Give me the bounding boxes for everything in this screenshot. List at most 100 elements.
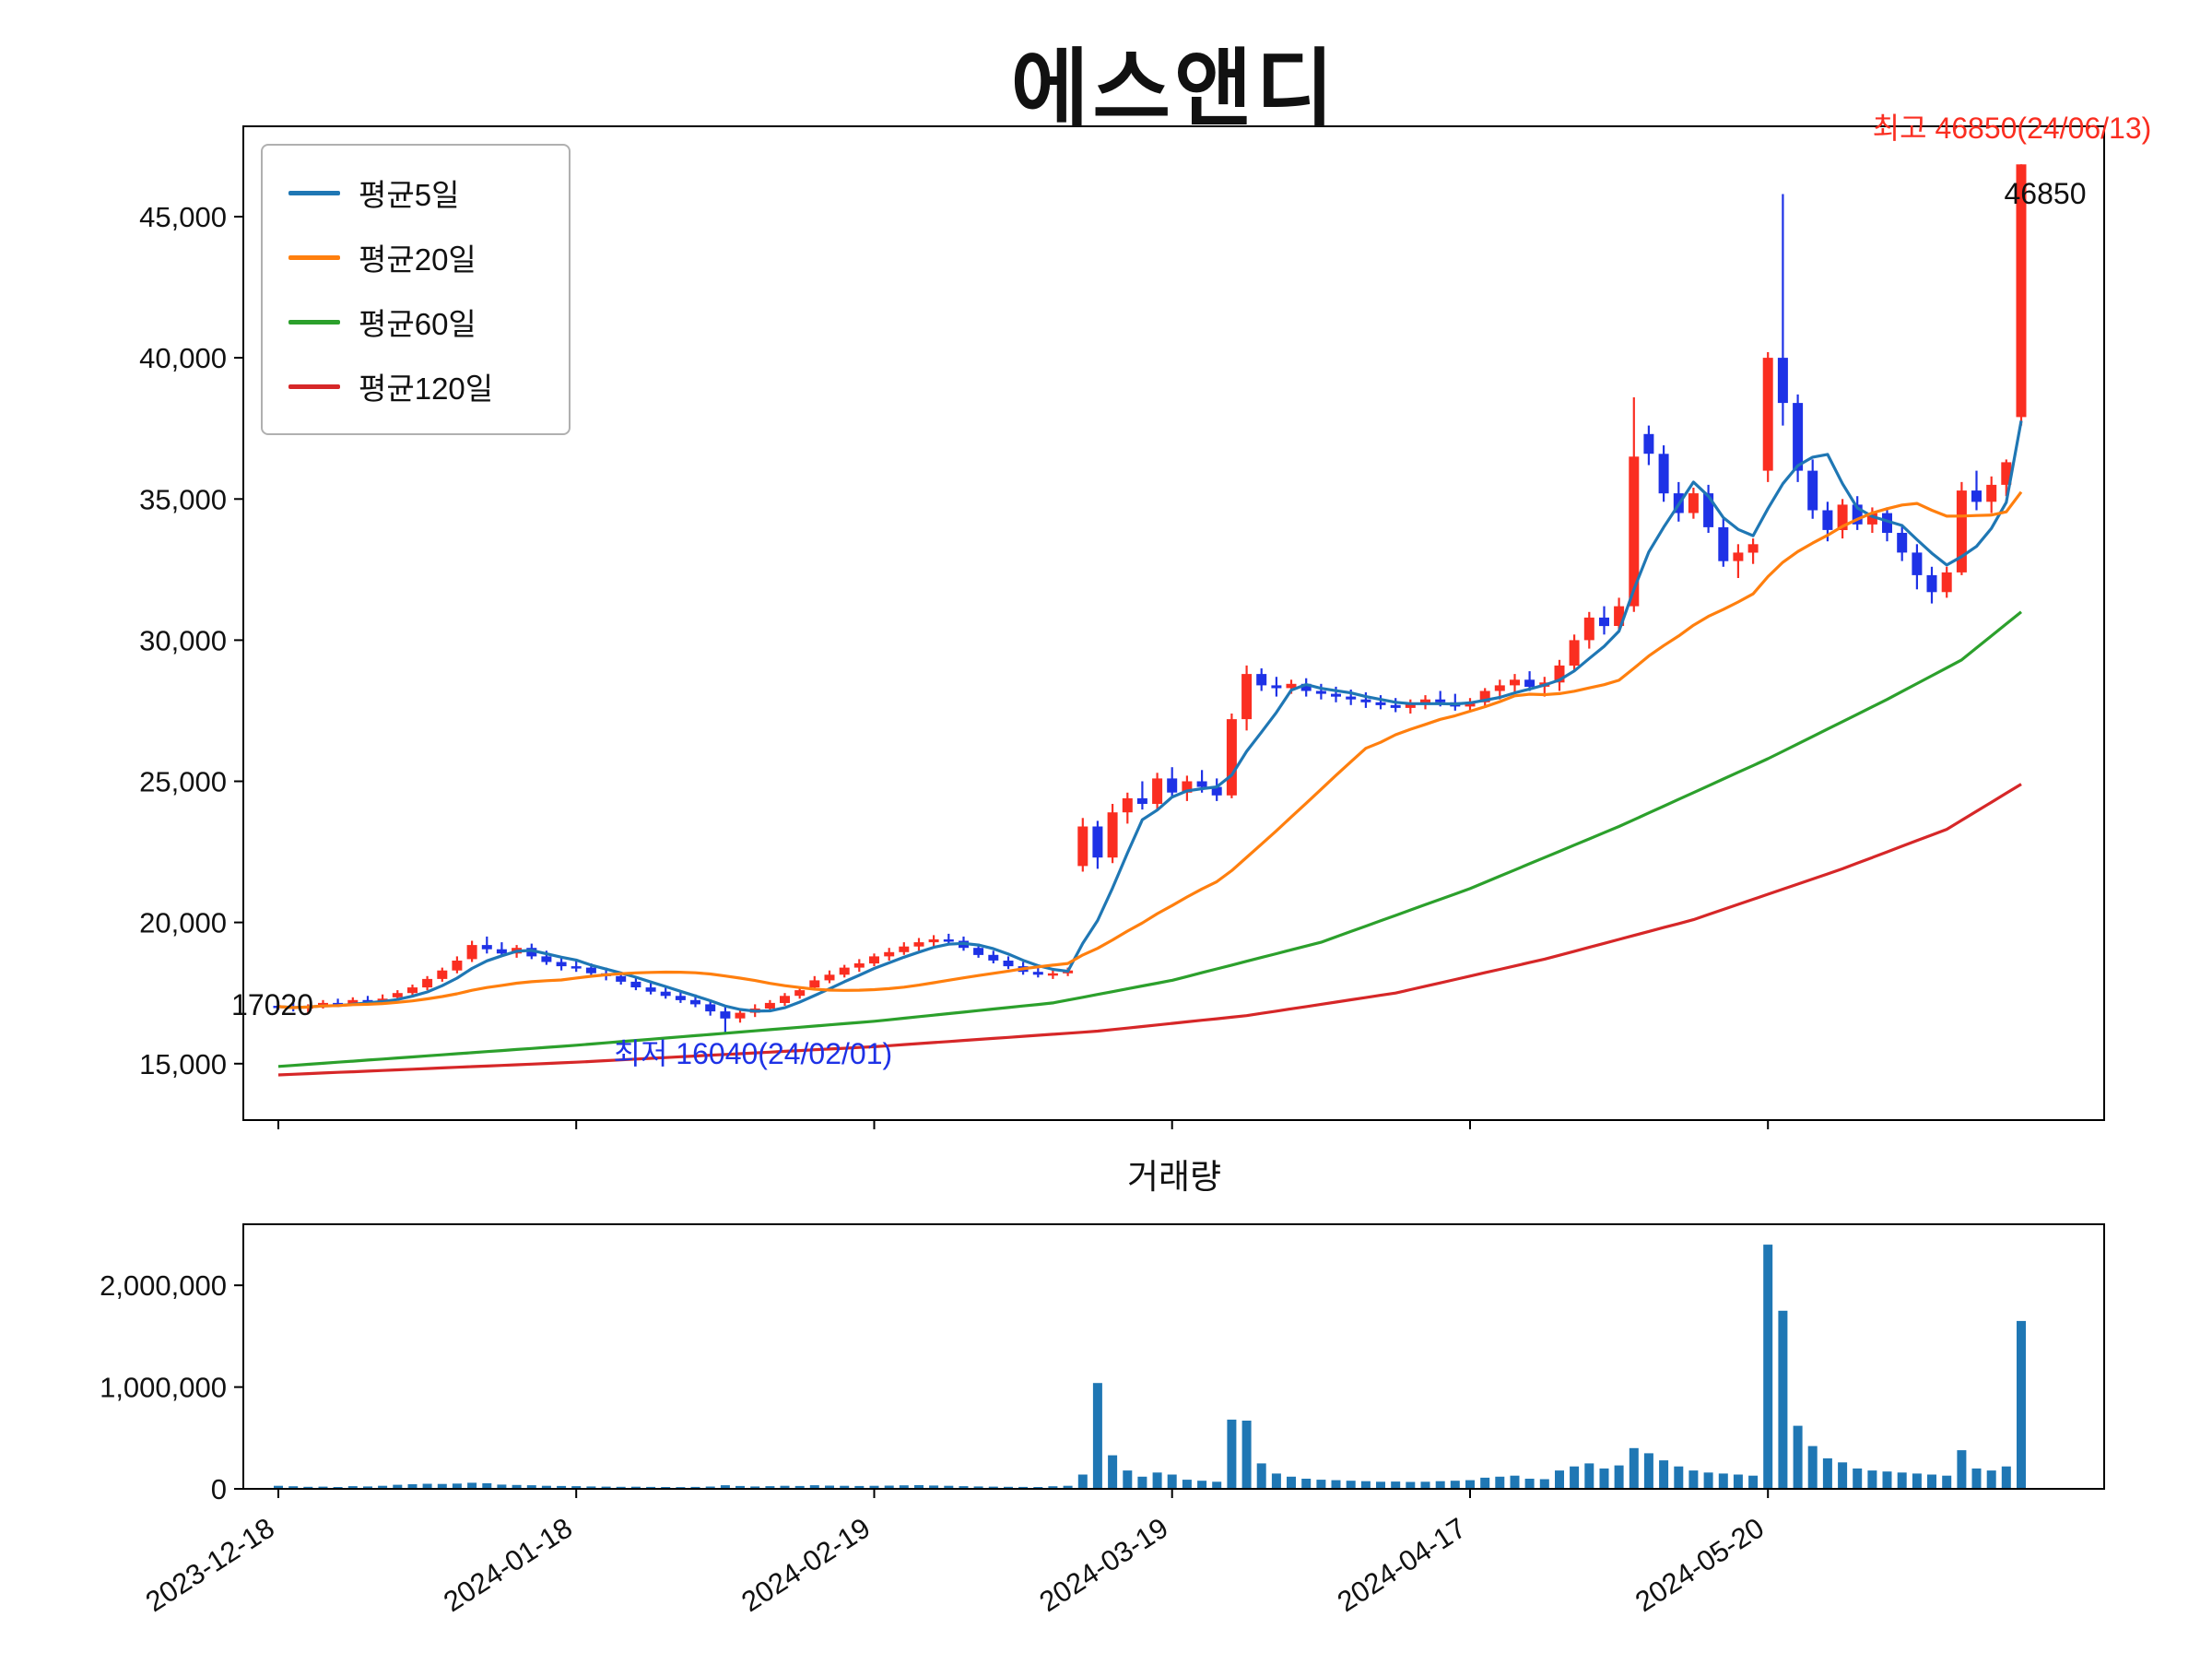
volume-bar bbox=[512, 1484, 522, 1489]
volume-bar bbox=[1971, 1468, 1982, 1489]
price-tick-label: 20,000 bbox=[139, 907, 227, 939]
date-tick-label: 2024-05-20 bbox=[1630, 1512, 1770, 1619]
volume-bar bbox=[929, 1485, 939, 1489]
volume-bar bbox=[1465, 1480, 1475, 1489]
legend-item-ma5: 평균5일 bbox=[272, 160, 559, 225]
candle-body bbox=[630, 981, 641, 987]
legend-ma20-line-swatch bbox=[288, 254, 340, 260]
volume-bar bbox=[1495, 1476, 1505, 1489]
date-tick-label: 2024-02-19 bbox=[735, 1512, 876, 1619]
volume-bar bbox=[1763, 1245, 1773, 1489]
volume-bar bbox=[1331, 1480, 1341, 1489]
candle-body bbox=[1092, 826, 1103, 858]
volume-bar bbox=[1853, 1468, 1863, 1489]
candle-body bbox=[645, 987, 656, 992]
legend-ma120-label: 평균120일 bbox=[359, 372, 494, 406]
volume-bar bbox=[1241, 1421, 1252, 1489]
candle-body bbox=[616, 975, 627, 982]
volume-bar bbox=[1271, 1473, 1281, 1489]
candle-body bbox=[1777, 358, 1788, 404]
volume-bar bbox=[557, 1485, 567, 1489]
volume-tick-label: 2,000,000 bbox=[100, 1269, 227, 1302]
date-tick-label: 2024-03-19 bbox=[1033, 1512, 1173, 1619]
candle-body bbox=[466, 945, 477, 960]
price-tick-label: 45,000 bbox=[139, 201, 227, 233]
candle-body bbox=[943, 939, 954, 942]
volume-bar bbox=[1346, 1481, 1356, 1489]
volume-bar bbox=[1555, 1470, 1564, 1489]
volume-bar bbox=[1420, 1481, 1430, 1489]
candle-body bbox=[690, 999, 700, 1005]
volume-bar bbox=[1912, 1473, 1922, 1489]
candle-body bbox=[1256, 674, 1267, 686]
volume-bar bbox=[825, 1485, 834, 1489]
candle-body bbox=[1435, 699, 1446, 702]
volume-bar bbox=[973, 1486, 983, 1489]
volume-bar bbox=[1287, 1476, 1296, 1489]
volume-bar bbox=[1703, 1472, 1713, 1489]
candle-body bbox=[1167, 778, 1178, 793]
volume-bar bbox=[1137, 1476, 1147, 1489]
legend-ma20-label: 평균20일 bbox=[359, 242, 477, 277]
volume-bar bbox=[1435, 1481, 1445, 1489]
volume-bar bbox=[869, 1485, 879, 1489]
legend: 평균5일 평균20일 평균60일 평균120일 bbox=[261, 144, 571, 435]
price-tick-label: 35,000 bbox=[139, 483, 227, 515]
candle-body bbox=[1077, 826, 1088, 867]
volume-bar bbox=[1793, 1425, 1803, 1489]
candle-body bbox=[735, 1012, 746, 1019]
candle-body bbox=[1897, 533, 1908, 553]
volume-bar bbox=[1674, 1466, 1684, 1489]
candle-body bbox=[1226, 719, 1237, 796]
volume-bar bbox=[809, 1485, 819, 1489]
volume-bar bbox=[1614, 1465, 1624, 1489]
volume-bar bbox=[959, 1486, 969, 1489]
chart-title: 에스앤디 bbox=[1010, 42, 1338, 136]
candle-body bbox=[1479, 690, 1490, 702]
volume-bar bbox=[1510, 1475, 1520, 1489]
candle-body bbox=[913, 942, 924, 947]
volume-bar bbox=[944, 1485, 954, 1489]
volume-bar bbox=[467, 1482, 477, 1489]
volume-bar bbox=[854, 1485, 865, 1489]
candle-body bbox=[853, 963, 865, 968]
candle-body bbox=[1346, 696, 1357, 700]
candle-body bbox=[1956, 490, 1967, 572]
date-tick-label: 2024-04-17 bbox=[1332, 1512, 1472, 1619]
volume-bar bbox=[541, 1485, 551, 1489]
volume-bar bbox=[1629, 1447, 1639, 1489]
candle-body bbox=[720, 1011, 731, 1019]
annotation-first-price: 17020 bbox=[231, 987, 313, 1021]
candle-body bbox=[1420, 699, 1430, 704]
legend-ma60-line-swatch bbox=[288, 319, 340, 325]
volume-bar bbox=[1450, 1481, 1460, 1489]
candle-body bbox=[1658, 454, 1669, 494]
volume-bar bbox=[1778, 1310, 1788, 1489]
volume-bar bbox=[1406, 1481, 1416, 1489]
candle-body bbox=[928, 939, 939, 943]
candle-body bbox=[347, 999, 359, 1005]
candle-body bbox=[1136, 797, 1147, 804]
candle-body bbox=[1554, 665, 1565, 683]
candle-body bbox=[1569, 640, 1580, 666]
candle-body bbox=[675, 996, 686, 1000]
annotation-highest-price: 최고 46850(24/06/13) bbox=[1872, 112, 2152, 146]
candle-body bbox=[1986, 484, 1997, 502]
volume-bar bbox=[1212, 1481, 1222, 1489]
candle-body bbox=[1286, 683, 1297, 689]
legend-ma60-label: 평균60일 bbox=[359, 307, 477, 341]
candle-body bbox=[1583, 617, 1594, 641]
price-tick-label: 30,000 bbox=[139, 624, 227, 656]
candle-body bbox=[1032, 972, 1043, 975]
candle-body bbox=[422, 978, 433, 988]
volume-bar bbox=[1584, 1463, 1594, 1489]
candle-body bbox=[1331, 693, 1341, 697]
ma5-line bbox=[277, 420, 2023, 1013]
volume-bar bbox=[318, 1486, 328, 1489]
candle-body bbox=[1971, 490, 1982, 502]
volume-bar bbox=[1718, 1473, 1728, 1489]
candle-body bbox=[1465, 702, 1476, 707]
volume-bar bbox=[1643, 1453, 1653, 1489]
